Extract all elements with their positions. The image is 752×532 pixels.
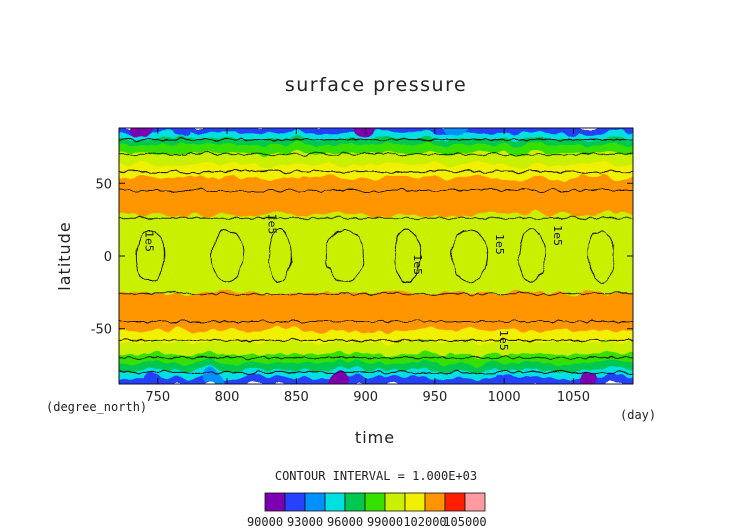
pressure-band (119, 362, 633, 372)
y-axis: 50 0 -50 (91, 177, 633, 338)
y-unit-label: (degree_north) (46, 400, 147, 414)
contour-label: 1e5 (497, 330, 510, 351)
y-tick-label: 50 (95, 177, 112, 192)
pressure-band (119, 144, 633, 156)
pressure-band (119, 377, 633, 384)
pressure-band (119, 292, 633, 333)
equatorial-contour (393, 229, 421, 283)
polar-low-cell (131, 128, 152, 135)
colorbar-swatch (404, 492, 426, 512)
x-tick-label: 750 (145, 390, 170, 405)
colorbar-tick-label: 102000 (403, 515, 446, 529)
colorbar-swatch (444, 492, 466, 512)
equatorial-contour (325, 229, 365, 283)
pressure-band (119, 330, 633, 345)
y-tick-label: -50 (91, 323, 112, 338)
colorbar-tick-label: 99000 (367, 515, 403, 529)
colorbar-swatch (324, 492, 346, 512)
colorbar-tick-label: 105000 (443, 515, 486, 529)
polar-low-cell (140, 374, 161, 384)
chart-title: surface pressure (285, 74, 467, 96)
equatorial-contour (268, 229, 292, 283)
x-tick-label: 1000 (488, 390, 521, 405)
pressure-band (119, 369, 633, 380)
colorbar-swatch (364, 492, 386, 512)
polar-low-cell (327, 374, 348, 384)
pressure-band (119, 153, 633, 167)
polar-low-cell (203, 371, 224, 384)
contour-label-group: 1e5 1e5 1e5 1e5 1e5 1e5 (142, 214, 564, 351)
pressure-band (119, 164, 633, 180)
y-axis-label: latitude (55, 221, 74, 290)
x-tick-label: 950 (422, 390, 447, 405)
x-axis: 750 800 850 900 950 1000 1050 (145, 128, 590, 405)
x-tick-label: 850 (284, 390, 309, 405)
contour-label: 1e5 (551, 225, 564, 246)
colorbar-swatch (264, 492, 286, 512)
contour-label: 1e5 (142, 231, 155, 252)
colorbar-tick-label: 93000 (287, 515, 323, 529)
pressure-band (119, 128, 633, 135)
contour-lines (119, 139, 633, 373)
x-axis-label: time (355, 428, 395, 447)
colorbar-tick-label: 96000 (327, 515, 363, 529)
pressure-band (119, 138, 633, 147)
y-tick-label: 0 (104, 250, 112, 265)
pressure-field (119, 128, 633, 384)
polar-low-cell (577, 372, 598, 384)
pressure-band (119, 353, 633, 365)
polar-low-cell (172, 128, 193, 138)
polar-low-cell (445, 128, 466, 135)
equatorial-contour (136, 229, 166, 283)
colorbar-swatch (464, 492, 486, 512)
x-tick-label: 900 (353, 390, 378, 405)
colorbar-swatch (424, 492, 446, 512)
pressure-band (119, 177, 633, 217)
contour-label: 1e5 (411, 254, 424, 275)
equatorial-contour (518, 229, 546, 283)
x-unit-label: (day) (620, 408, 656, 422)
colorbar-swatch (384, 492, 406, 512)
plot-area (119, 128, 633, 384)
x-tick-label: 800 (215, 390, 240, 405)
pressure-band (119, 214, 633, 295)
pressure-band (119, 342, 633, 356)
colorbar-tick-label: 90000 (247, 515, 283, 529)
equatorial-contour (587, 229, 615, 283)
colorbar-swatch (304, 492, 326, 512)
contour-interval-text: CONTOUR INTERVAL = 1.000E+03 (275, 469, 477, 483)
x-tick-label: 1050 (557, 390, 590, 405)
colorbar-swatch (284, 492, 306, 512)
colorbar-swatch (344, 492, 366, 512)
contour-label: 1e5 (493, 234, 506, 255)
equatorial-contour (210, 229, 244, 283)
equatorial-contour (451, 229, 488, 283)
pressure-band (119, 132, 633, 141)
contour-label: 1e5 (266, 214, 279, 235)
